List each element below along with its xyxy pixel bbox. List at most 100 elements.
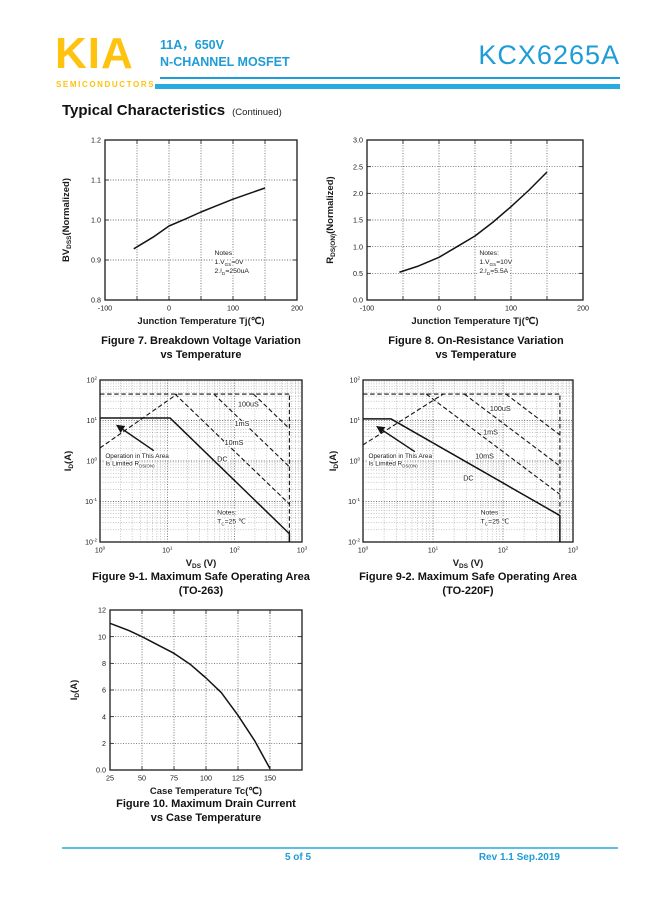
fig8-series xyxy=(399,171,548,273)
svg-text:10-1: 10-1 xyxy=(348,497,360,506)
fig9-1-grid xyxy=(100,380,302,542)
figure-8-plot: -100 0 100 200 0.0 0.5 1.0 1.5 2.0 2.5 3.0 Junction… xyxy=(322,130,594,332)
figure-10-caption-line2: vs Case Temperature xyxy=(150,812,262,824)
figure-9-2-caption: Figure 9-2. Maximum Safe Operating Area … xyxy=(318,570,618,598)
fig7-grid xyxy=(104,139,298,301)
series-10ms xyxy=(174,393,290,505)
svg-text:101: 101 xyxy=(87,416,98,425)
svg-text:Operation in This Area: Operation in This Area xyxy=(105,453,169,460)
svg-text:50: 50 xyxy=(138,774,146,783)
section-title: Typical Characteristics (Continued) xyxy=(62,102,282,120)
svg-text:2: 2 xyxy=(102,739,106,748)
series-1ms xyxy=(213,393,290,468)
svg-text:0: 0 xyxy=(167,304,171,313)
series-label-10mS: 10mS xyxy=(475,452,494,461)
fig9-2-chart: 100 101 102 103 102 101 100 10-1 10-2 VDS (V) ID(A… xyxy=(328,376,579,571)
series-rdson-limit xyxy=(99,393,178,449)
series-label-DC: DC xyxy=(463,474,473,483)
svg-text:125: 125 xyxy=(232,774,244,783)
svg-text:2.ID=5.5A: 2.ID=5.5A xyxy=(479,268,508,276)
svg-text:Notes:: Notes: xyxy=(217,509,237,516)
svg-text:200: 200 xyxy=(291,304,303,313)
svg-text:100: 100 xyxy=(200,774,212,783)
figure-8-caption-line2: vs Temperature xyxy=(435,349,517,361)
fig10-axis-labels: 25 50 75 100 125 150 0.0 2 4 6 8 10 12 Case Temperatu… xyxy=(69,606,276,797)
fig8-grid xyxy=(366,139,584,301)
series-label-100uS: 100uS xyxy=(238,400,259,409)
svg-text:2.0: 2.0 xyxy=(353,189,363,198)
svg-text:VDS (V): VDS (V) xyxy=(453,558,484,570)
svg-text:200: 200 xyxy=(577,304,589,313)
series-dc xyxy=(100,417,291,542)
svg-text:1.2: 1.2 xyxy=(91,136,101,145)
fig7-series xyxy=(133,187,266,250)
svg-text:1.1: 1.1 xyxy=(91,176,101,185)
svg-text:100: 100 xyxy=(358,546,369,555)
svg-text:0.0: 0.0 xyxy=(96,766,106,775)
fig10-chart: 25 50 75 100 125 150 0.0 2 4 6 8 10 12 Case Temperatu… xyxy=(69,606,303,797)
series-bvdss-normalized xyxy=(133,187,266,250)
svg-text:1.VGS=10V: 1.VGS=10V xyxy=(479,259,512,267)
fig9-1-notes: Notes: TC=25 ℃ xyxy=(216,508,247,527)
series-1ms xyxy=(463,393,561,467)
figure-10-caption-line1: Figure 10. Maximum Drain Current xyxy=(116,798,296,810)
series-rdson-normalized xyxy=(399,171,548,273)
fig8-chart: -100 0 100 200 0.0 0.5 1.0 1.5 2.0 2.5 3.0 Junction… xyxy=(325,136,589,327)
figure-9-2-caption-line2: (TO-220F) xyxy=(442,585,494,597)
svg-text:10-2: 10-2 xyxy=(85,538,97,547)
svg-text:ID(A): ID(A) xyxy=(328,451,340,472)
svg-text:102: 102 xyxy=(230,546,241,555)
header-rule-thin xyxy=(160,77,620,79)
svg-text:3.0: 3.0 xyxy=(353,136,363,145)
svg-text:10-2: 10-2 xyxy=(348,538,360,547)
series-100us xyxy=(505,393,561,436)
figure-7-plot: -100 0 100 200 0.8 0.9 1.0 1.1 1.2 Junction Tempe… xyxy=(58,130,310,332)
figure-7-caption: Figure 7. Breakdown Voltage Variation vs… xyxy=(51,334,351,362)
svg-text:100: 100 xyxy=(227,304,239,313)
figure-10-caption: Figure 10. Maximum Drain Current vs Case… xyxy=(56,797,356,825)
series-100us xyxy=(253,393,290,430)
fig9-2-axis-labels: 100 101 102 103 102 101 100 10-1 10-2 VDS (V) ID(A… xyxy=(328,376,579,571)
svg-text:100: 100 xyxy=(87,457,98,466)
series-dc xyxy=(363,418,561,542)
figure-9-1-plot: 100 101 102 103 102 101 100 10-1 10-2 VDS (V) ID(A… xyxy=(60,372,312,588)
figure-10-plot: 25 50 75 100 125 150 0.0 2 4 6 8 10 12 Case Temperatu… xyxy=(66,600,314,812)
figure-7-caption-line2: vs Temperature xyxy=(160,349,242,361)
figure-9-2-plot: 100 101 102 103 102 101 100 10-1 10-2 VDS (V) ID(A… xyxy=(325,372,581,588)
svg-text:101: 101 xyxy=(428,546,439,555)
fig9-2-grid xyxy=(363,380,573,542)
svg-text:150: 150 xyxy=(264,774,276,783)
figure-8-caption: Figure 8. On-Resistance Variation vs Tem… xyxy=(326,334,626,362)
svg-text:1.5: 1.5 xyxy=(353,216,363,225)
fig10-series xyxy=(109,622,271,770)
svg-text:2.5: 2.5 xyxy=(353,162,363,171)
fig10-grid xyxy=(109,609,302,771)
figure-9-1-caption: Figure 9-1. Maximum Safe Operating Area … xyxy=(51,570,351,598)
part-number: KCX6265A xyxy=(478,40,620,70)
svg-text:100: 100 xyxy=(95,546,106,555)
figure-9-1-caption-line2: (TO-263) xyxy=(178,585,224,597)
svg-text:0.0: 0.0 xyxy=(353,296,363,305)
page-number: 5 of 5 xyxy=(284,852,312,863)
svg-text:102: 102 xyxy=(87,376,98,385)
svg-text:4: 4 xyxy=(102,712,106,721)
svg-text:Notes:: Notes: xyxy=(214,250,234,257)
svg-text:Junction Temperature Tj(℃): Junction Temperature Tj(℃) xyxy=(411,316,538,327)
section-title-text: Typical Characteristics xyxy=(62,102,226,119)
svg-text:10: 10 xyxy=(98,632,106,641)
svg-text:Is Limited RDS(ON): Is Limited RDS(ON) xyxy=(369,460,419,468)
svg-text:Notes: Notes xyxy=(481,509,499,516)
svg-text:VDS (V): VDS (V) xyxy=(186,558,217,570)
svg-text:103: 103 xyxy=(297,546,308,555)
svg-text:0.8: 0.8 xyxy=(91,296,101,305)
svg-text:101: 101 xyxy=(350,416,361,425)
series-label-100uS: 100uS xyxy=(490,404,511,413)
fig7-axis-labels: -100 0 100 200 0.8 0.9 1.0 1.1 1.2 Junction Tempe… xyxy=(61,136,303,327)
svg-text:TC=25 ℃: TC=25 ℃ xyxy=(481,518,510,526)
svg-text:103: 103 xyxy=(568,546,579,555)
svg-text:Notes:: Notes: xyxy=(479,250,499,257)
device-rating: 11A，650V xyxy=(160,38,224,52)
